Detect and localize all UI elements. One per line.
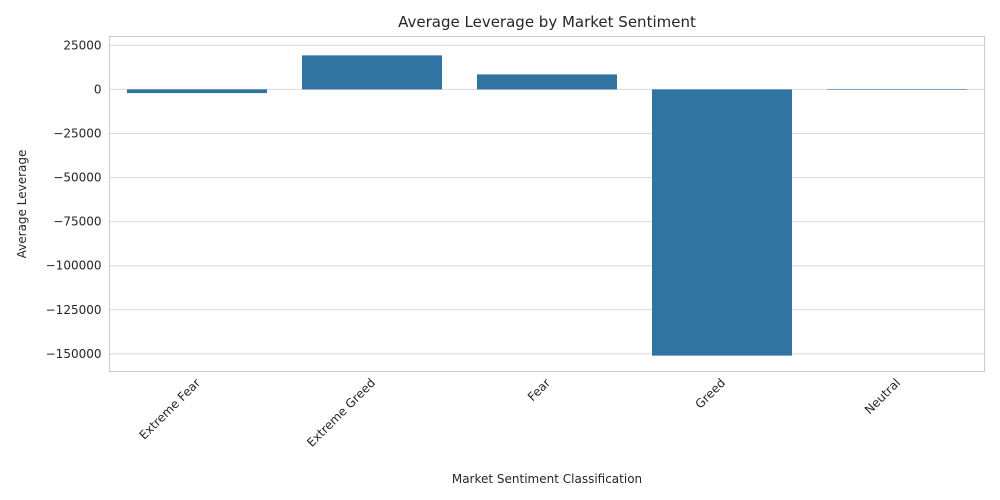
x-axis-label: Market Sentiment Classification bbox=[452, 472, 642, 486]
y-tick-label: −100000 bbox=[46, 259, 102, 273]
bar-extreme-greed bbox=[302, 55, 442, 90]
x-tick-label: Neutral bbox=[862, 376, 903, 417]
x-tick-label: Greed bbox=[693, 376, 729, 412]
bar-neutral bbox=[827, 89, 967, 90]
x-tick-label: Extreme Greed bbox=[304, 376, 378, 450]
x-tick-labels: Extreme Fear Extreme Greed Fear Greed Neutra… bbox=[136, 376, 903, 450]
bar-extreme-fear bbox=[127, 89, 267, 94]
y-tick-label: −50000 bbox=[53, 171, 101, 185]
y-tick-label: −125000 bbox=[46, 303, 102, 317]
y-tick-label: 25000 bbox=[63, 38, 101, 52]
y-tick-label: −25000 bbox=[53, 126, 101, 140]
chart-title: Average Leverage by Market Sentiment bbox=[398, 13, 696, 31]
y-tick-label: −150000 bbox=[46, 347, 102, 361]
x-tick-label: Fear bbox=[525, 376, 553, 404]
plot-frame bbox=[109, 36, 985, 372]
bars bbox=[127, 55, 967, 356]
x-tick-label: Extreme Fear bbox=[136, 376, 203, 443]
y-tick-labels: 25000 0 −25000 −50000 −75000 −100000 −125000 −1… bbox=[46, 38, 102, 361]
y-tick-label: −75000 bbox=[53, 215, 101, 229]
y-tick-label: 0 bbox=[94, 82, 102, 96]
bar-greed bbox=[652, 89, 792, 356]
bar-fear bbox=[477, 74, 617, 90]
y-axis-label: Average Leverage bbox=[15, 150, 29, 259]
